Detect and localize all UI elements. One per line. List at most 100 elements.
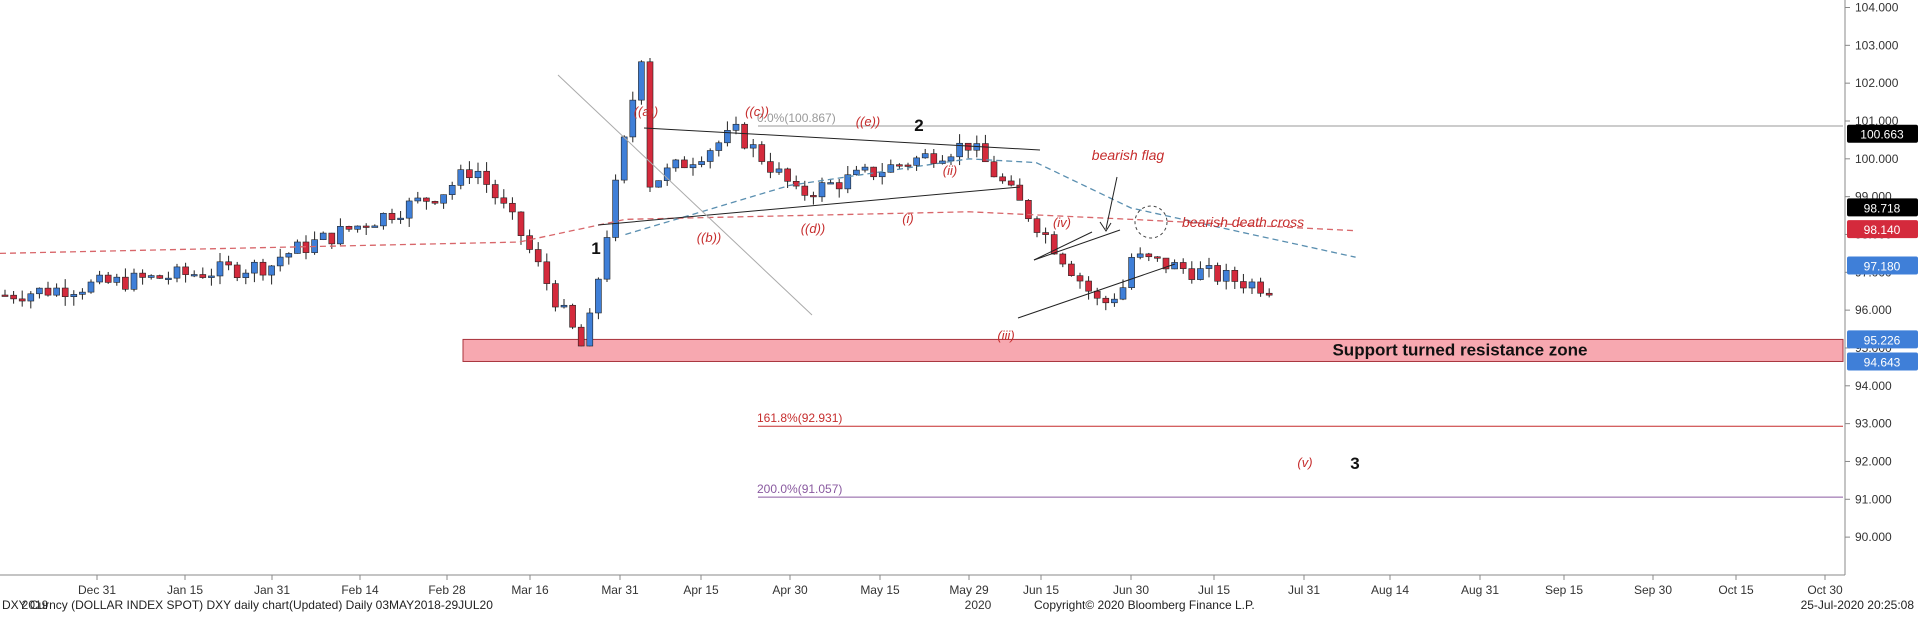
- price-label-text: 98.718: [1864, 201, 1901, 215]
- candle-body: [414, 197, 422, 202]
- candle-body: [1231, 270, 1239, 282]
- candle-body: [354, 225, 361, 230]
- candle-body: [689, 164, 697, 169]
- candle-body: [448, 185, 456, 195]
- wave-label: (v): [1297, 455, 1312, 470]
- candle-body: [345, 226, 353, 230]
- y-tick-label: 100.000: [1855, 152, 1899, 166]
- candle-body: [130, 272, 138, 290]
- candle-body: [543, 261, 551, 284]
- candle-body: [18, 298, 26, 302]
- candle-body: [397, 217, 404, 220]
- wave-label: (ii): [943, 163, 957, 178]
- candle-body: [362, 225, 370, 228]
- year-label: 2019: [22, 598, 49, 612]
- candle-body: [268, 265, 275, 276]
- candle-body: [921, 153, 929, 159]
- year-label: 2020: [965, 598, 992, 612]
- y-tick-label: 101.000: [1855, 114, 1899, 128]
- price-label-box: [1847, 220, 1918, 239]
- candle-body: [655, 180, 662, 188]
- candle-body: [1179, 262, 1187, 269]
- candle-body: [276, 256, 284, 267]
- candle-body: [595, 278, 602, 314]
- candle-body: [1248, 281, 1256, 289]
- candle-body: [1265, 292, 1273, 296]
- candle-body: [749, 144, 757, 149]
- candle-body: [328, 232, 336, 245]
- candle-body: [1257, 281, 1264, 294]
- price-label-box: [1847, 330, 1918, 349]
- candle-body: [1111, 298, 1118, 304]
- fib-label: 200.0%(91.057): [757, 482, 842, 496]
- candle-body: [715, 142, 723, 151]
- candle-body: [182, 266, 189, 275]
- candle-body: [139, 272, 146, 278]
- candle-body: [500, 197, 508, 204]
- wave-count: 1: [591, 239, 600, 258]
- wave-count: 2: [914, 116, 923, 135]
- wave-label: (i): [902, 211, 914, 226]
- candle-body: [904, 164, 912, 167]
- y-tick-label: 102.000: [1855, 76, 1899, 90]
- y-tick-label: 90.000: [1855, 530, 1892, 544]
- candle-body: [104, 274, 112, 283]
- candle-body: [767, 161, 774, 173]
- candle-body: [1162, 257, 1170, 270]
- candle-body: [999, 176, 1006, 182]
- candle-body: [775, 168, 783, 173]
- candle-body: [1154, 256, 1161, 259]
- candle-body: [113, 276, 121, 283]
- x-tick-label: Jun 30: [1113, 583, 1149, 597]
- candle-body: [1025, 200, 1032, 220]
- candle-body: [870, 166, 877, 178]
- candle-body: [810, 195, 817, 198]
- annotation-bearish-flag: bearish flag: [1092, 147, 1165, 163]
- x-tick-label: Jul 31: [1288, 583, 1320, 597]
- price-label-box: [1847, 124, 1918, 143]
- candle-body: [36, 287, 43, 295]
- candle-body: [285, 253, 293, 258]
- candle-body: [1033, 218, 1041, 233]
- candle-body: [1128, 257, 1135, 288]
- x-tick-label: Jun 15: [1023, 583, 1059, 597]
- price-label-box: [1847, 256, 1918, 275]
- candle-body: [53, 287, 60, 296]
- candle-body: [706, 150, 714, 162]
- candle-body: [431, 201, 439, 204]
- candle-body: [1007, 180, 1015, 186]
- flag-upper-a: [1033, 231, 1093, 261]
- candle-body: [827, 182, 834, 185]
- y-tick-label: 93.000: [1855, 417, 1892, 431]
- candle-body: [457, 169, 465, 186]
- candle-body: [878, 171, 886, 178]
- wave-count: 3: [1350, 454, 1359, 473]
- x-tick-label: Sep 15: [1545, 583, 1583, 597]
- candle-body: [337, 226, 344, 245]
- candle-body: [1136, 253, 1144, 258]
- candle-body: [1240, 281, 1247, 289]
- candle-body: [552, 283, 559, 308]
- candle-body: [964, 142, 972, 151]
- death-cross-circle: [1134, 205, 1168, 239]
- x-tick-label: Feb 14: [341, 583, 379, 597]
- candle-body: [681, 159, 688, 169]
- x-tick-label: Dec 31: [78, 583, 116, 597]
- y-tick-label: 92.000: [1855, 454, 1892, 468]
- candle-body: [70, 294, 78, 297]
- candle-body: [913, 157, 920, 166]
- candle-body: [388, 212, 396, 220]
- candle-body: [672, 159, 680, 169]
- wave-label: (iv): [1053, 215, 1071, 230]
- candle-body: [861, 166, 869, 171]
- candle-body: [199, 274, 207, 278]
- wave-label: ((c)): [745, 104, 769, 119]
- price-label-box: [1847, 198, 1918, 217]
- arrow-head: [1099, 221, 1112, 232]
- candle-body: [724, 130, 731, 144]
- x-tick-label: Apr 15: [683, 583, 719, 597]
- support-zone: [462, 338, 1844, 362]
- candle-body: [474, 170, 482, 179]
- price-label-text: 97.180: [1864, 260, 1901, 274]
